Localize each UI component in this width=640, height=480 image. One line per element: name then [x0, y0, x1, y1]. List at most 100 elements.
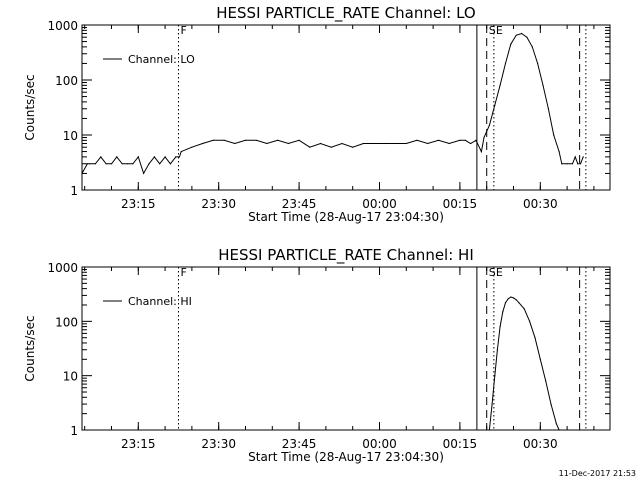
- data-point: [504, 302, 507, 304]
- data-point: [164, 156, 166, 158]
- data-point: [577, 163, 579, 165]
- data-point: [499, 326, 501, 328]
- data-point: [132, 163, 134, 165]
- chart-title: HESSI PARTICLE_RATE Channel: HI: [218, 246, 474, 265]
- data-point: [384, 142, 386, 145]
- footer-timestamp: 11-Dec-2017 21:53: [559, 469, 636, 478]
- data-point: [175, 156, 177, 158]
- data-point: [437, 139, 440, 141]
- data-point: [105, 163, 107, 165]
- data-point: [512, 297, 515, 299]
- data-point: [110, 163, 113, 165]
- data-point: [180, 151, 182, 153]
- x-tick-label: 23:15: [121, 197, 156, 211]
- data-point: [491, 403, 493, 405]
- x-tick-label: 23:45: [282, 437, 317, 451]
- data-point: [287, 142, 289, 145]
- y-tick-label: 10: [63, 370, 78, 384]
- x-tick-label: 23:15: [121, 437, 156, 451]
- data-point: [561, 163, 563, 165]
- data-point: [81, 172, 83, 174]
- data-point: [89, 163, 91, 165]
- data-point: [459, 139, 461, 141]
- plot-frame: [81, 24, 611, 191]
- data-point: [416, 139, 418, 141]
- data-point: [148, 163, 150, 165]
- data-point: [579, 163, 582, 165]
- data-point: [523, 308, 525, 310]
- data-point: [464, 139, 466, 141]
- data-point: [553, 134, 555, 136]
- event-marker-label: S: [489, 266, 496, 279]
- x-tick-label: 00:30: [523, 437, 558, 451]
- data-point: [470, 142, 472, 145]
- data-point: [395, 142, 397, 145]
- data-point: [483, 136, 485, 139]
- data-point: [191, 146, 193, 148]
- data-point: [116, 156, 118, 158]
- data-point: [178, 156, 180, 158]
- data-point: [223, 139, 225, 141]
- data-point: [545, 380, 547, 382]
- event-marker-label: F: [180, 266, 186, 279]
- x-axis-label: Start Time (28-Aug-17 23:04:30): [248, 450, 444, 464]
- data-point: [100, 156, 102, 158]
- data-point: [534, 337, 536, 339]
- data-point: [526, 36, 528, 38]
- data-point: [309, 146, 311, 148]
- data-point: [143, 172, 145, 174]
- data-point: [234, 142, 236, 145]
- data-point: [277, 139, 279, 141]
- data-point: [558, 151, 560, 153]
- data-point: [319, 142, 322, 145]
- y-tick-label: 100: [55, 74, 78, 88]
- chart-panel-2: HESSI PARTICLE_RATE Channel: HI Counts/se…: [23, 246, 611, 464]
- data-point: [352, 146, 354, 148]
- data-point: [515, 34, 517, 36]
- data-point: [137, 156, 139, 158]
- data-point: [537, 62, 539, 64]
- data-point: [212, 139, 214, 141]
- chart-panel-1: HESSI PARTICLE_RATE Channel: LO Counts/se…: [23, 4, 611, 224]
- x-tick-label: 00:00: [362, 197, 397, 211]
- x-tick-label: 23:30: [201, 197, 236, 211]
- data-point: [542, 84, 544, 86]
- y-tick-label: 1: [70, 424, 78, 438]
- data-point: [502, 311, 504, 313]
- data-point: [582, 156, 584, 158]
- data-point: [494, 104, 496, 106]
- data-point: [341, 142, 343, 145]
- event-marker-label: S: [489, 24, 496, 37]
- data-point: [94, 163, 96, 165]
- legend-label: Channel: LO: [128, 53, 195, 66]
- data-point: [427, 142, 429, 145]
- data-point: [496, 349, 498, 351]
- data-point: [373, 142, 375, 145]
- data-point: [488, 429, 490, 431]
- data-point: [488, 124, 490, 126]
- data-point: [515, 299, 517, 301]
- x-tick-label: 23:30: [201, 437, 236, 451]
- data-point: [571, 163, 574, 165]
- data-point: [405, 142, 407, 145]
- event-marker-label: F: [180, 24, 186, 37]
- data-point: [539, 358, 541, 360]
- legend-label: Channel: HI: [128, 295, 192, 308]
- data-point: [518, 302, 520, 304]
- data-point: [521, 32, 523, 35]
- data-point: [547, 108, 550, 110]
- y-tick-label: 1: [70, 184, 78, 198]
- data-point: [555, 423, 558, 425]
- data-point: [169, 163, 171, 165]
- data-point: [504, 62, 507, 64]
- data-point: [574, 156, 576, 158]
- plot-frame: [81, 266, 611, 431]
- y-axis-label: Counts/sec: [23, 315, 37, 381]
- data-point: [86, 163, 88, 165]
- y-tick-label: 10: [63, 129, 78, 143]
- data-point: [510, 43, 512, 45]
- x-tick-label: 23:45: [282, 197, 317, 211]
- y-tick-label: 1000: [47, 19, 78, 33]
- data-point: [202, 142, 204, 145]
